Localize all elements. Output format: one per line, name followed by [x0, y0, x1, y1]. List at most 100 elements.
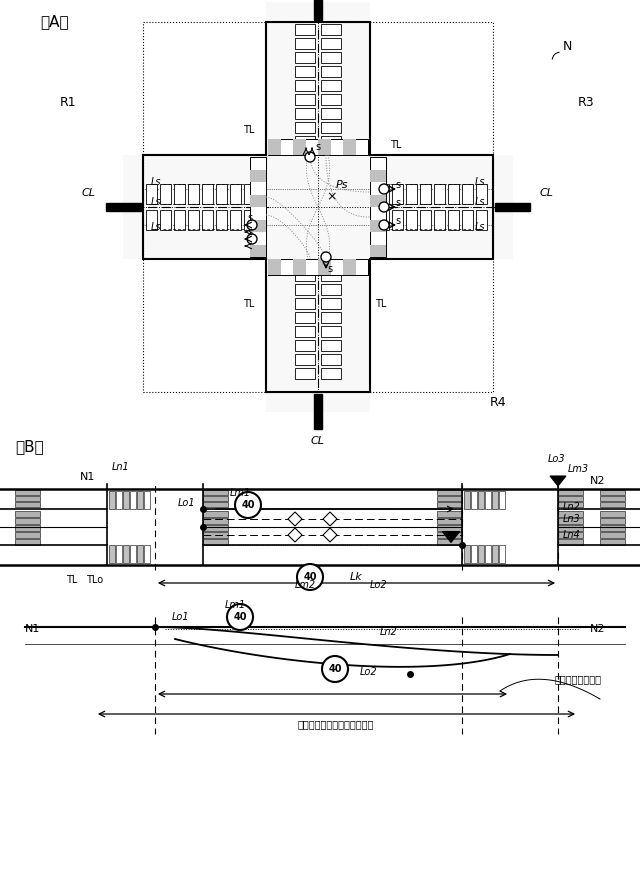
Bar — [295, 368, 315, 379]
Bar — [321, 368, 341, 379]
Bar — [15, 532, 40, 538]
Bar — [434, 184, 445, 204]
Bar — [188, 184, 199, 204]
Bar — [268, 139, 280, 155]
Bar — [203, 496, 228, 501]
Text: N2: N2 — [590, 624, 605, 634]
Bar — [321, 24, 341, 35]
Bar — [203, 502, 228, 507]
Bar — [370, 244, 386, 257]
Bar — [370, 219, 386, 232]
Bar — [437, 525, 462, 531]
Bar — [437, 511, 462, 517]
Circle shape — [247, 220, 257, 230]
Bar — [146, 210, 157, 230]
Bar — [250, 169, 266, 182]
Text: TLo: TLo — [86, 575, 104, 585]
Text: N1: N1 — [25, 624, 40, 634]
Bar — [266, 2, 370, 412]
Bar — [295, 122, 315, 133]
Bar — [600, 525, 625, 531]
Bar — [216, 184, 227, 204]
Bar — [174, 210, 185, 230]
Bar — [203, 539, 228, 545]
Text: N2: N2 — [590, 476, 605, 486]
Bar — [370, 194, 386, 207]
Bar — [600, 490, 625, 495]
Bar — [15, 490, 40, 495]
Text: Ln2: Ln2 — [563, 502, 580, 512]
Bar — [321, 80, 341, 91]
Text: Ps: Ps — [336, 180, 349, 190]
Bar — [321, 340, 341, 351]
Text: N1: N1 — [80, 472, 95, 482]
Text: CL: CL — [82, 188, 96, 198]
Text: s: s — [248, 227, 253, 237]
Bar — [202, 184, 213, 204]
Polygon shape — [323, 528, 337, 542]
Bar — [558, 511, 583, 517]
Bar — [295, 80, 315, 91]
Bar — [250, 219, 266, 232]
Bar — [160, 184, 171, 204]
Bar — [558, 496, 583, 501]
Bar — [295, 136, 315, 147]
Text: Lo3: Lo3 — [548, 454, 566, 464]
Bar — [392, 210, 403, 230]
Bar — [378, 184, 389, 204]
Bar — [600, 518, 625, 524]
Text: Ls: Ls — [474, 222, 485, 232]
Bar — [295, 326, 315, 337]
Bar — [420, 210, 431, 230]
Bar — [343, 259, 355, 275]
Bar — [244, 210, 255, 230]
Circle shape — [297, 564, 323, 590]
Text: （B）: （B） — [15, 440, 44, 455]
Bar — [137, 491, 143, 509]
Bar — [437, 502, 462, 507]
Bar — [558, 502, 583, 507]
Text: TL: TL — [375, 299, 387, 309]
Bar — [499, 491, 505, 509]
Bar — [321, 354, 341, 365]
Bar — [160, 210, 171, 230]
Bar — [495, 203, 530, 211]
Bar — [558, 532, 583, 538]
Bar — [202, 210, 213, 230]
Text: N: N — [563, 39, 572, 53]
Bar — [188, 210, 199, 230]
Bar — [321, 38, 341, 49]
Bar — [600, 511, 625, 517]
Bar — [203, 511, 228, 517]
Bar — [295, 270, 315, 281]
Bar — [295, 284, 315, 295]
Polygon shape — [288, 512, 302, 526]
Bar — [321, 326, 341, 337]
Bar — [116, 491, 122, 509]
Bar — [378, 210, 389, 230]
Bar — [406, 210, 417, 230]
Text: TL: TL — [243, 125, 254, 135]
Bar — [434, 210, 445, 230]
Bar — [478, 491, 484, 509]
Bar — [492, 491, 498, 509]
Text: 40: 40 — [233, 612, 247, 622]
Polygon shape — [288, 528, 302, 542]
Bar — [244, 184, 255, 204]
Text: Ls: Ls — [151, 177, 161, 187]
Bar — [116, 545, 122, 563]
Bar — [464, 545, 470, 563]
Bar — [321, 312, 341, 323]
Bar — [295, 52, 315, 63]
Bar — [448, 210, 459, 230]
Text: TL: TL — [243, 299, 254, 309]
Bar — [476, 184, 487, 204]
Polygon shape — [550, 476, 566, 486]
Bar — [250, 194, 266, 207]
Text: s: s — [328, 264, 333, 274]
Bar — [600, 539, 625, 545]
Text: s: s — [396, 216, 401, 226]
Bar — [321, 66, 341, 77]
Circle shape — [322, 656, 348, 682]
Bar — [600, 532, 625, 538]
